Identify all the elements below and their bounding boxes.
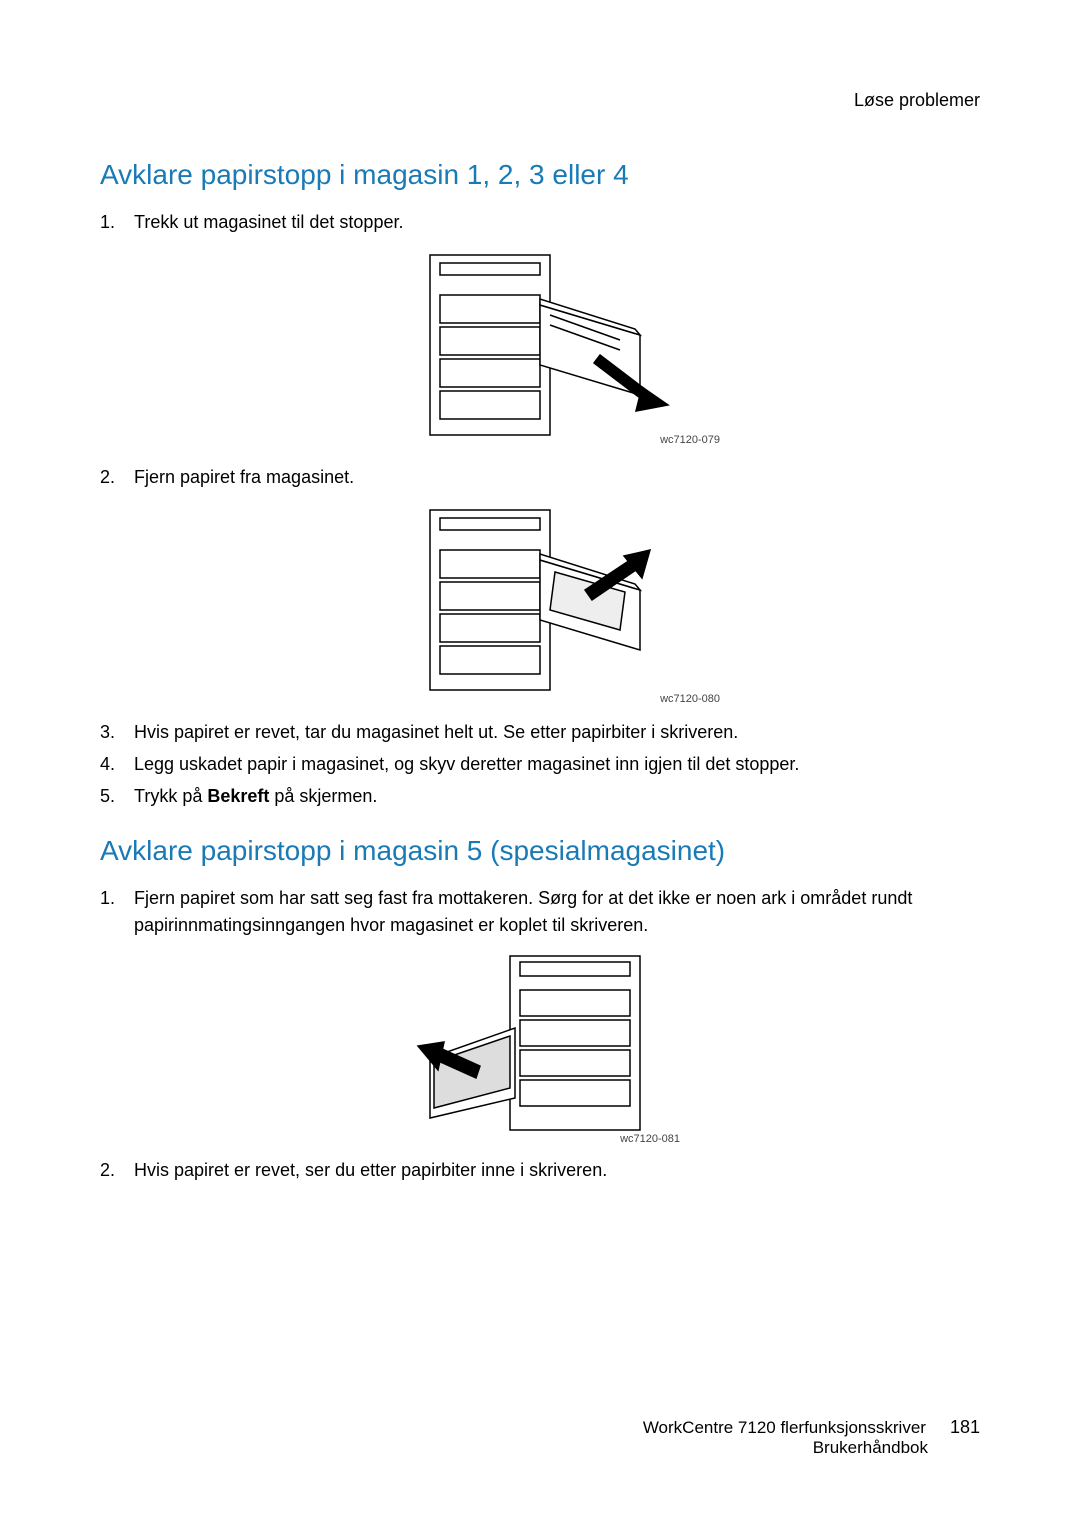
step-text: Hvis papiret er revet, tar du magasinet … (134, 719, 980, 745)
section2-heading: Avklare papirstopp i magasin 5 (spesialm… (100, 835, 980, 867)
step-number: 5. (100, 783, 134, 809)
page-footer: WorkCentre 7120 flerfunksjonsskriver 181… (643, 1417, 980, 1458)
s1-step-4: 4. Legg uskadet papir i magasinet, og sk… (100, 751, 980, 777)
step5-suffix: på skjermen. (269, 786, 377, 806)
printer-bypass-tray-icon (400, 948, 680, 1138)
s1-step-3: 3. Hvis papiret er revet, tar du magasin… (100, 719, 980, 745)
printer-remove-paper-icon (390, 500, 690, 700)
printer-tray-open-icon (390, 245, 690, 445)
step5-bold: Bekreft (207, 786, 269, 806)
footer-product: WorkCentre 7120 flerfunksjonsskriver (643, 1418, 926, 1438)
figure-2-label: wc7120-080 (660, 693, 720, 705)
figure-3: wc7120-081 (100, 948, 980, 1143)
step-number: 3. (100, 719, 134, 745)
step-number: 1. (100, 885, 134, 937)
section1-heading: Avklare papirstopp i magasin 1, 2, 3 ell… (100, 159, 980, 191)
step-text: Trykk på Bekreft på skjermen. (134, 783, 980, 809)
s2-step-1: 1. Fjern papiret som har satt seg fast f… (100, 885, 980, 937)
s1-step-1: 1. Trekk ut magasinet til det stopper. (100, 209, 980, 235)
s1-step-2: 2. Fjern papiret fra magasinet. (100, 464, 980, 490)
figure-2: wc7120-080 (100, 500, 980, 705)
step5-prefix: Trykk på (134, 786, 207, 806)
s2-step-2: 2. Hvis papiret er revet, ser du etter p… (100, 1157, 980, 1183)
step-number: 2. (100, 464, 134, 490)
page-number: 181 (950, 1417, 980, 1438)
chapter-title: Løse problemer (100, 90, 980, 111)
step-text: Trekk ut magasinet til det stopper. (134, 209, 980, 235)
footer-doc: Brukerhåndbok (643, 1438, 928, 1458)
figure-1-label: wc7120-079 (660, 434, 720, 446)
figure-1: wc7120-079 (100, 245, 980, 450)
step-text: Fjern papiret fra magasinet. (134, 464, 980, 490)
step-text: Fjern papiret som har satt seg fast fra … (134, 885, 980, 937)
step-number: 2. (100, 1157, 134, 1183)
figure-3-label: wc7120-081 (620, 1133, 680, 1145)
step-text: Hvis papiret er revet, ser du etter papi… (134, 1157, 980, 1183)
step-number: 1. (100, 209, 134, 235)
s1-step-5: 5. Trykk på Bekreft på skjermen. (100, 783, 980, 809)
step-text: Legg uskadet papir i magasinet, og skyv … (134, 751, 980, 777)
step-number: 4. (100, 751, 134, 777)
